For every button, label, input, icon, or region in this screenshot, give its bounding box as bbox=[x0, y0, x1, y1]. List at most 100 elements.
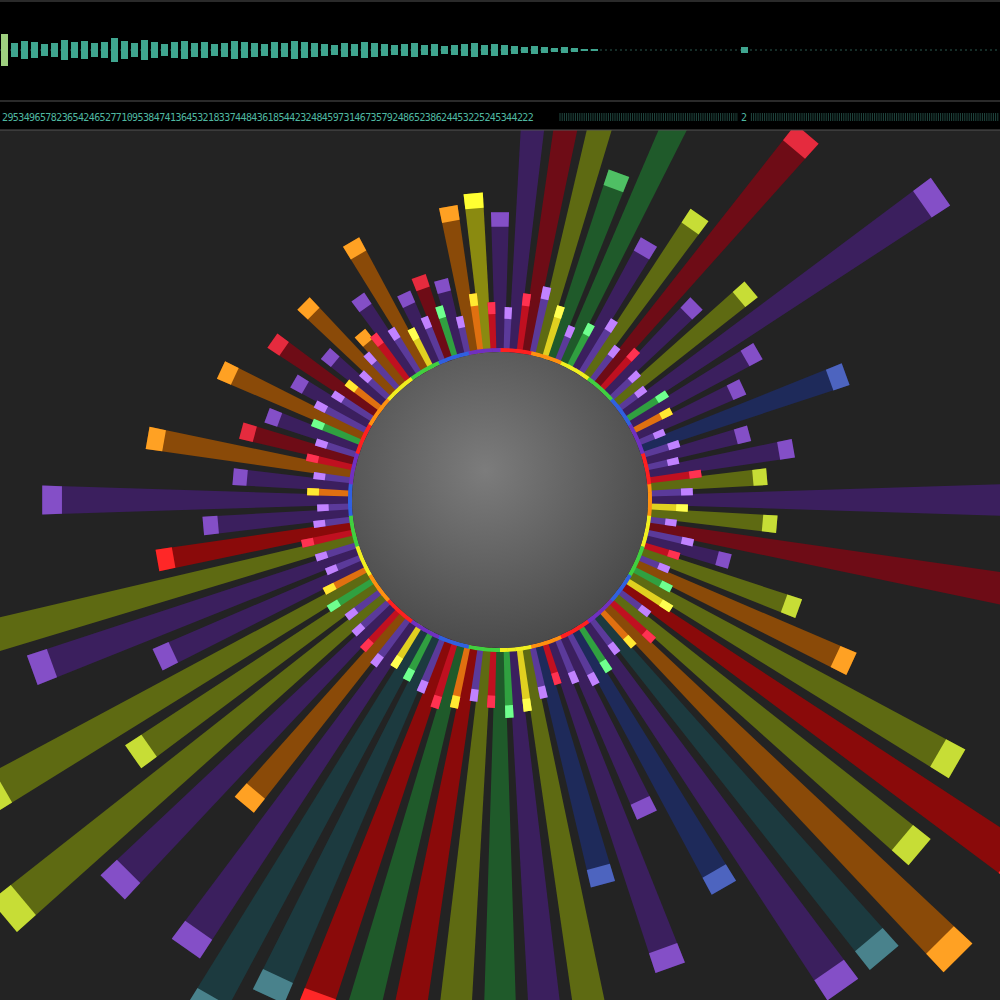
bar-tip bbox=[587, 672, 600, 686]
bar-tip bbox=[762, 515, 778, 533]
spectrum-bar bbox=[529, 644, 547, 699]
bar-tip bbox=[417, 679, 429, 693]
rim-segment bbox=[500, 348, 508, 352]
bar-tip bbox=[313, 520, 325, 528]
bar-tip bbox=[360, 638, 374, 652]
count-tick bbox=[850, 113, 851, 121]
bar-tip bbox=[435, 305, 446, 319]
count-tick bbox=[997, 113, 998, 121]
header-bg bbox=[0, 0, 1000, 130]
count-tick bbox=[804, 113, 805, 121]
bar-body bbox=[331, 390, 377, 422]
bar-body bbox=[360, 607, 402, 652]
spectrum-bar bbox=[301, 529, 356, 547]
spectrum-bar bbox=[647, 468, 768, 491]
count-tick bbox=[661, 113, 662, 121]
count-tick bbox=[870, 113, 871, 121]
count-tick bbox=[872, 113, 873, 121]
rim-segment bbox=[446, 640, 454, 643]
waveform-bar bbox=[291, 41, 298, 59]
rim-segment bbox=[499, 648, 507, 652]
bar-tip bbox=[734, 425, 751, 444]
bar-tip bbox=[522, 698, 531, 711]
waveform-bar bbox=[351, 44, 358, 56]
waveform-baseline bbox=[0, 50, 1000, 51]
bar-body bbox=[648, 488, 693, 497]
bar-body bbox=[619, 581, 1000, 888]
count-tick bbox=[623, 113, 624, 121]
bar-tip bbox=[505, 705, 514, 718]
spectrum-bar bbox=[403, 630, 434, 682]
count-tick bbox=[894, 113, 895, 121]
count-tick bbox=[874, 113, 875, 121]
rim-segment bbox=[476, 648, 484, 649]
bar-tip bbox=[450, 695, 460, 709]
waveform-bar bbox=[521, 47, 528, 53]
bar-body bbox=[623, 577, 673, 612]
rim-segment bbox=[357, 546, 360, 554]
bar-tip bbox=[314, 400, 328, 413]
spectrum-bar bbox=[202, 508, 353, 535]
bar-tip bbox=[232, 468, 247, 486]
rim-segment bbox=[647, 508, 652, 516]
bar-body bbox=[504, 307, 513, 352]
count-tick bbox=[890, 113, 891, 121]
bar-tip bbox=[311, 419, 325, 431]
bar-body bbox=[301, 529, 356, 547]
bar-tip bbox=[655, 390, 669, 403]
bar-tip bbox=[781, 594, 802, 618]
bar-body bbox=[483, 648, 517, 1000]
bar-tip bbox=[689, 470, 702, 479]
count-tick bbox=[936, 113, 937, 121]
count-tick bbox=[617, 113, 618, 121]
bar-tip bbox=[317, 504, 329, 511]
spectrum-bar bbox=[42, 486, 352, 515]
count-tick bbox=[903, 113, 904, 121]
bar-tip bbox=[439, 205, 460, 223]
count-tick bbox=[984, 113, 985, 121]
count-tick bbox=[879, 113, 880, 121]
rim-segment bbox=[648, 516, 649, 524]
count-tick bbox=[667, 113, 668, 121]
bar-body bbox=[598, 607, 637, 648]
waveform-bar bbox=[551, 48, 558, 52]
count-tick bbox=[784, 113, 785, 121]
count-tick bbox=[793, 113, 794, 121]
spectrum-bar bbox=[598, 607, 637, 648]
count-tick bbox=[929, 113, 930, 121]
spectrum-bar bbox=[313, 472, 353, 484]
bar-tip bbox=[541, 286, 552, 300]
bar-tip bbox=[42, 486, 62, 515]
waveform-bar bbox=[251, 43, 258, 57]
count-tick bbox=[582, 113, 583, 121]
count-tick bbox=[841, 113, 842, 121]
bar-tip bbox=[331, 390, 345, 403]
waveform-bar bbox=[181, 41, 188, 59]
count-tick bbox=[931, 113, 932, 121]
bar-tip bbox=[676, 504, 688, 511]
waveform-bar bbox=[361, 42, 368, 58]
waveform-bar bbox=[491, 44, 498, 56]
count-tick bbox=[694, 113, 695, 121]
count-tick bbox=[898, 113, 899, 121]
spectrum-bar bbox=[623, 577, 673, 612]
bar-tip bbox=[464, 192, 484, 209]
rim-segment bbox=[640, 446, 643, 454]
count-tick bbox=[575, 113, 576, 121]
spectrum-bar bbox=[331, 390, 377, 422]
waveform-bar bbox=[391, 45, 398, 55]
bar-tip bbox=[345, 608, 359, 621]
rim-segment bbox=[348, 499, 352, 507]
count-tick bbox=[916, 113, 917, 121]
count-tick bbox=[782, 113, 783, 121]
bar-body bbox=[646, 470, 701, 484]
count-tick bbox=[753, 113, 754, 121]
rim-segment bbox=[538, 643, 546, 645]
bar-tip bbox=[522, 293, 531, 306]
spectrum-bar bbox=[388, 327, 423, 377]
waveform-bar bbox=[451, 45, 458, 55]
bar-tip bbox=[430, 695, 442, 709]
bar-tip bbox=[253, 969, 293, 1000]
bar-tip bbox=[999, 841, 1000, 888]
bar-body bbox=[470, 646, 484, 701]
